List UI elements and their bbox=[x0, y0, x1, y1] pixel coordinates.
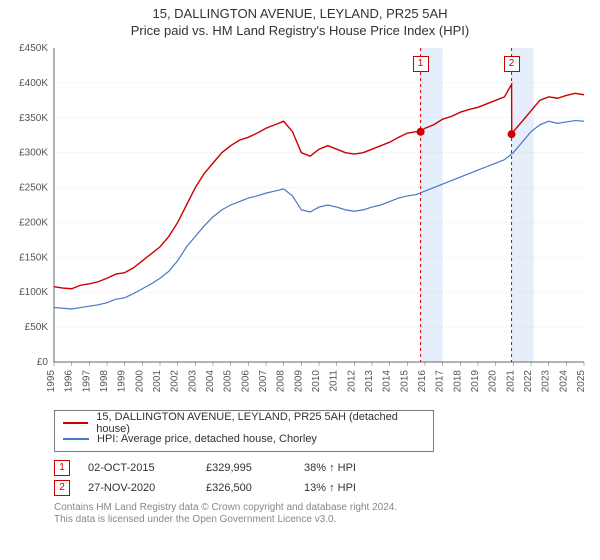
price-chart: £0 £50K £100K £150K £200K £250K £300K £350K £400… bbox=[10, 44, 590, 404]
legend-swatch-property bbox=[63, 422, 88, 424]
svg-text:2025: 2025 bbox=[576, 369, 587, 392]
svg-text:2013: 2013 bbox=[364, 369, 375, 392]
svg-text:2005: 2005 bbox=[223, 369, 234, 392]
svg-text:2007: 2007 bbox=[258, 369, 269, 392]
svg-text:2024: 2024 bbox=[558, 369, 569, 392]
sale-row: 1 02-OCT-2015 £329,995 38% ↑ HPI bbox=[54, 458, 590, 478]
svg-text:2019: 2019 bbox=[470, 369, 481, 392]
chart-svg: £0 £50K £100K £150K £200K £250K £300K £350K £400… bbox=[10, 44, 590, 404]
title-address: 15, DALLINGTON AVENUE, LEYLAND, PR25 5AH bbox=[10, 6, 590, 23]
svg-text:2014: 2014 bbox=[382, 369, 393, 392]
chart-marker-2: 2 bbox=[504, 56, 520, 72]
footer-line: This data is licensed under the Open Gov… bbox=[54, 514, 590, 527]
svg-text:2008: 2008 bbox=[276, 369, 287, 392]
svg-text:2020: 2020 bbox=[488, 369, 499, 392]
sale-pct: 13% ↑ HPI bbox=[304, 482, 394, 494]
chart-marker-1: 1 bbox=[413, 56, 429, 72]
legend-label-property: 15, DALLINGTON AVENUE, LEYLAND, PR25 5AH… bbox=[96, 411, 425, 435]
legend-label-hpi: HPI: Average price, detached house, Chor… bbox=[97, 433, 317, 445]
svg-text:2004: 2004 bbox=[205, 369, 216, 392]
legend-item-property: 15, DALLINGTON AVENUE, LEYLAND, PR25 5AH… bbox=[63, 415, 425, 431]
svg-text:2011: 2011 bbox=[329, 369, 340, 391]
svg-text:2006: 2006 bbox=[240, 369, 251, 392]
svg-text:£100K: £100K bbox=[19, 287, 48, 298]
legend: 15, DALLINGTON AVENUE, LEYLAND, PR25 5AH… bbox=[54, 410, 434, 452]
footer-attribution: Contains HM Land Registry data © Crown c… bbox=[54, 502, 590, 527]
svg-text:1995: 1995 bbox=[46, 369, 57, 392]
svg-text:£350K: £350K bbox=[19, 113, 48, 124]
svg-text:2002: 2002 bbox=[170, 369, 181, 392]
svg-text:£0: £0 bbox=[37, 357, 49, 368]
svg-text:2016: 2016 bbox=[417, 369, 428, 392]
svg-text:2003: 2003 bbox=[187, 369, 198, 392]
svg-text:1996: 1996 bbox=[64, 369, 75, 392]
footer-line: Contains HM Land Registry data © Crown c… bbox=[54, 502, 590, 515]
svg-text:£250K: £250K bbox=[19, 182, 48, 193]
svg-text:2023: 2023 bbox=[541, 369, 552, 392]
svg-text:£150K: £150K bbox=[19, 252, 48, 263]
sale-price: £326,500 bbox=[206, 482, 286, 494]
svg-text:£400K: £400K bbox=[19, 78, 48, 89]
svg-text:2000: 2000 bbox=[134, 369, 145, 392]
svg-text:2012: 2012 bbox=[346, 369, 357, 392]
svg-text:2009: 2009 bbox=[293, 369, 304, 392]
svg-text:2022: 2022 bbox=[523, 369, 534, 392]
sale-marker-2: 2 bbox=[54, 480, 70, 496]
svg-text:1997: 1997 bbox=[81, 369, 92, 392]
svg-text:£450K: £450K bbox=[19, 44, 48, 54]
svg-text:2010: 2010 bbox=[311, 369, 322, 392]
svg-text:2001: 2001 bbox=[152, 369, 163, 392]
sale-date: 27-NOV-2020 bbox=[88, 482, 188, 494]
svg-text:2015: 2015 bbox=[399, 369, 410, 392]
title-subtitle: Price paid vs. HM Land Registry's House … bbox=[10, 23, 590, 40]
sale-marker-1: 1 bbox=[54, 460, 70, 476]
chart-title: 15, DALLINGTON AVENUE, LEYLAND, PR25 5AH… bbox=[10, 6, 590, 40]
svg-text:£200K: £200K bbox=[19, 217, 48, 228]
sale-price: £329,995 bbox=[206, 462, 286, 474]
sales-table: 1 02-OCT-2015 £329,995 38% ↑ HPI 2 27-NO… bbox=[54, 458, 590, 498]
legend-swatch-hpi bbox=[63, 438, 89, 440]
svg-text:£300K: £300K bbox=[19, 147, 48, 158]
sale-row: 2 27-NOV-2020 £326,500 13% ↑ HPI bbox=[54, 478, 590, 498]
svg-text:2018: 2018 bbox=[452, 369, 463, 392]
svg-text:1999: 1999 bbox=[117, 369, 128, 392]
svg-text:2017: 2017 bbox=[435, 369, 446, 392]
sale-pct: 38% ↑ HPI bbox=[304, 462, 394, 474]
svg-text:1998: 1998 bbox=[99, 369, 110, 392]
svg-text:£50K: £50K bbox=[25, 322, 49, 333]
svg-text:2021: 2021 bbox=[505, 369, 516, 392]
sale-date: 02-OCT-2015 bbox=[88, 462, 188, 474]
